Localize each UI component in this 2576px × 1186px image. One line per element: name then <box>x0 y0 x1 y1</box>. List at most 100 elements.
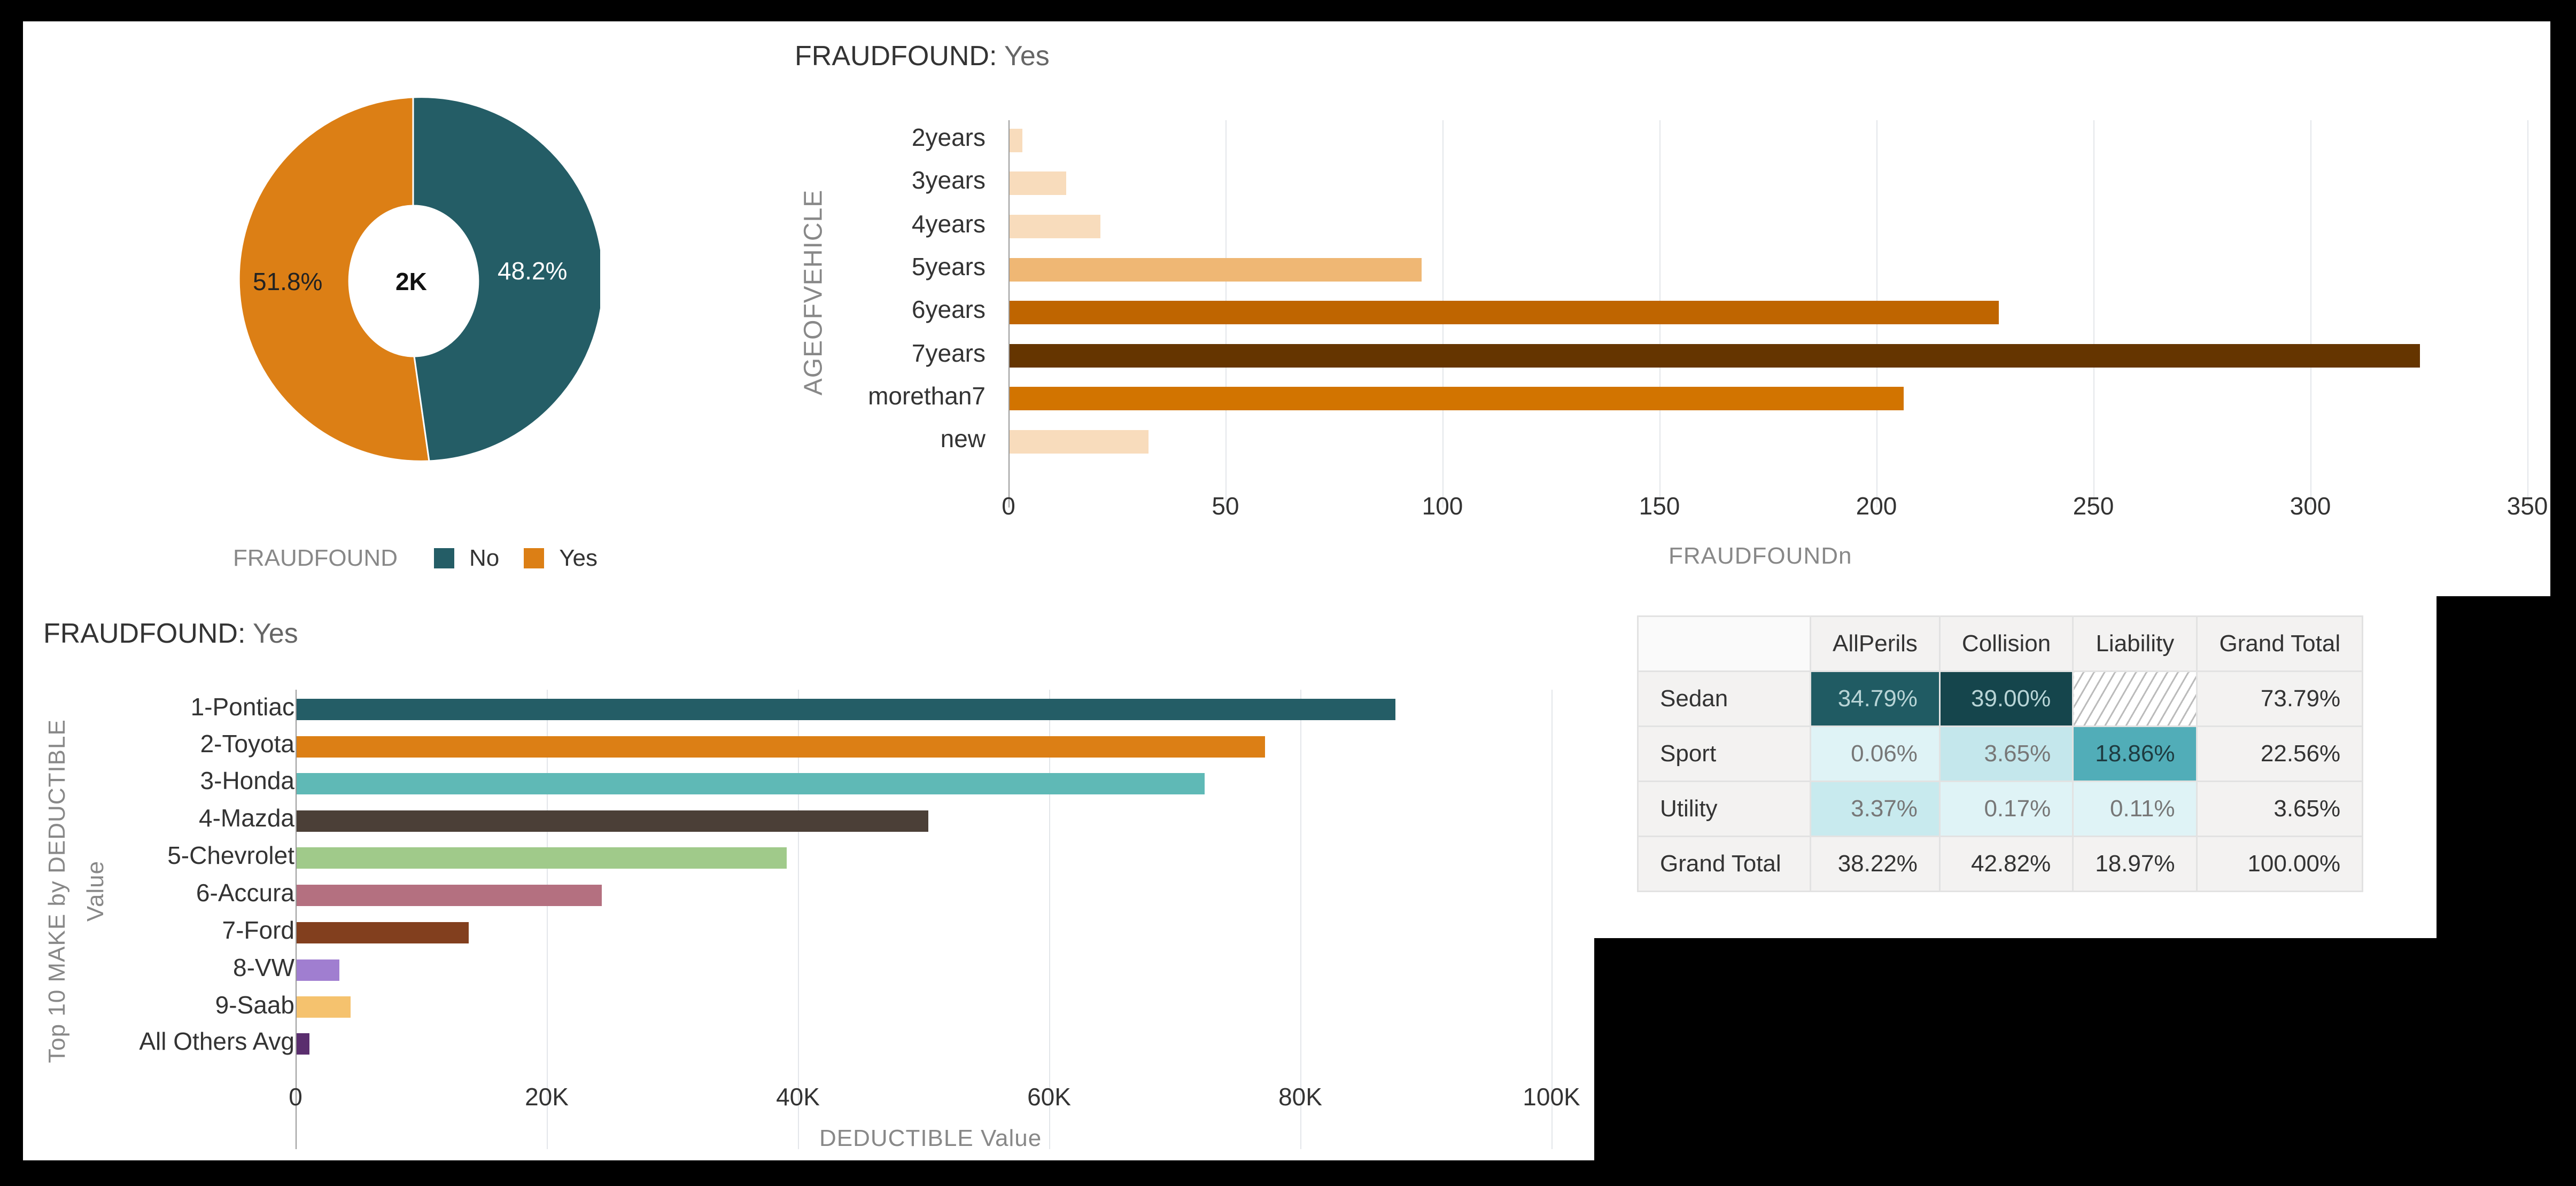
x-tick: 20K <box>525 1083 569 1111</box>
chart-filter-title: FRAUDFOUND: Yes <box>43 618 298 650</box>
pivot-cell[interactable]: 39.00% <box>1938 670 2074 727</box>
pivot-corner <box>1637 615 1811 672</box>
bar-pontiac[interactable] <box>297 699 1395 720</box>
pivot-cell[interactable]: 18.97% <box>2072 836 2198 892</box>
pivot-cell[interactable]: 3.37% <box>1810 781 1941 837</box>
col-header[interactable]: Collision <box>1938 615 2074 672</box>
gridline <box>2093 120 2094 508</box>
col-header[interactable]: AllPerils <box>1810 615 1941 672</box>
bar-5years[interactable] <box>1010 258 1422 282</box>
legend-label-no[interactable]: No <box>469 545 500 571</box>
bar-saab[interactable] <box>297 996 351 1018</box>
x-axis-title: DEDUCTIBLE Value <box>819 1125 1042 1151</box>
category-label: 7years <box>911 339 986 367</box>
legend-swatch-yes[interactable] <box>524 548 545 568</box>
category-label: 2-Toyota <box>200 730 294 758</box>
gridline <box>1300 690 1301 1149</box>
legend-title: FRAUDFOUND <box>233 545 398 571</box>
x-tick: 0 <box>289 1083 302 1111</box>
bar-3years[interactable] <box>1010 171 1066 195</box>
pivot-table: AllPerils Collision Liability Grand Tota… <box>1637 615 2364 892</box>
pivot-cell[interactable]: 3.65% <box>2196 781 2364 837</box>
slice-label-yes: 51.8% <box>253 268 323 295</box>
filter-key: FRAUDFOUND: <box>795 41 997 72</box>
category-label: 4-Mazda <box>199 804 294 832</box>
x-axis-title: FRAUDFOUNDn <box>1669 543 1852 569</box>
bar-chevrolet[interactable] <box>297 847 787 869</box>
donut-slice-no[interactable] <box>412 96 600 462</box>
donut-center-label: 2K <box>395 268 427 295</box>
x-tick: 350 <box>2507 492 2548 520</box>
bar-ford[interactable] <box>297 922 469 943</box>
pivot-header-row: AllPerils Collision Liability Grand Tota… <box>1637 615 2364 672</box>
donut-legend: FRAUDFOUND No Yes <box>233 545 598 572</box>
col-header[interactable]: Grand Total <box>2196 615 2364 672</box>
chart-filter-title: FRAUDFOUND: Yes <box>795 40 1050 72</box>
category-label: 6-Accura <box>196 879 294 907</box>
pivot-cell[interactable]: 18.86% <box>2072 725 2198 782</box>
pivot-row: Sport 0.06% 3.65% 18.86% 22.56% <box>1637 725 2364 782</box>
gridline <box>1049 690 1050 1149</box>
pivot-cell[interactable]: 42.82% <box>1938 836 2074 892</box>
category-label: 3years <box>911 166 986 194</box>
bar-4years[interactable] <box>1010 215 1100 238</box>
row-header[interactable]: Sedan <box>1637 670 1811 727</box>
pivot-cell[interactable]: 100.00% <box>2196 836 2364 892</box>
category-label: 2years <box>911 123 986 151</box>
pivot-row: Utility 3.37% 0.17% 0.11% 3.65% <box>1637 781 2364 837</box>
pivot-cell[interactable]: 22.56% <box>2196 725 2364 782</box>
pivot-cell[interactable]: 0.17% <box>1938 781 2074 837</box>
pivot-cell-empty[interactable] <box>2072 670 2198 727</box>
category-label: morethan7 <box>868 382 986 410</box>
legend-label-yes[interactable]: Yes <box>559 545 598 571</box>
filter-value: Yes <box>1004 41 1050 72</box>
donut-slice-yes[interactable] <box>238 96 430 462</box>
gridline <box>547 690 548 1149</box>
legend-swatch-no[interactable] <box>433 548 454 568</box>
slice-label-no: 48.2% <box>498 257 568 285</box>
pivot-cell[interactable]: 73.79% <box>2196 670 2364 727</box>
pivot-cell[interactable]: 0.06% <box>1810 725 1941 782</box>
x-tick: 100 <box>1422 492 1463 520</box>
bar-vw[interactable] <box>297 959 339 981</box>
filter-value: Yes <box>252 618 298 649</box>
bar-2years[interactable] <box>1010 129 1022 152</box>
pivot-cell[interactable]: 34.79% <box>1810 670 1941 727</box>
bar-accura[interactable] <box>297 885 602 906</box>
x-tick: 250 <box>2073 492 2114 520</box>
category-label: 8-VW <box>233 954 294 981</box>
pivot-panel: AllPerils Collision Liability Grand Tota… <box>1594 596 2437 938</box>
pivot-cell[interactable]: 38.22% <box>1810 836 1941 892</box>
pivot-row: Sedan 34.79% 39.00% 73.79% <box>1637 670 2364 727</box>
row-header[interactable]: Grand Total <box>1637 836 1811 892</box>
x-tick: 0 <box>1002 492 1015 520</box>
bar-morethan7[interactable] <box>1010 387 1904 410</box>
gridline <box>2527 120 2528 508</box>
row-header[interactable]: Sport <box>1637 725 1811 782</box>
pivot-total-row: Grand Total 38.22% 42.82% 18.97% 100.00% <box>1637 836 2364 892</box>
pivot-cell[interactable]: 3.65% <box>1938 725 2074 782</box>
bar-6years[interactable] <box>1010 301 1999 324</box>
x-tick: 200 <box>1856 492 1897 520</box>
donut-chart <box>238 96 600 462</box>
gridline <box>1551 690 1553 1149</box>
y-axis-line <box>296 690 297 1149</box>
bar-honda[interactable] <box>297 773 1205 794</box>
pivot-cell[interactable]: 0.11% <box>2072 781 2198 837</box>
bar-mazda[interactable] <box>297 810 928 832</box>
category-label: 4years <box>911 210 986 238</box>
x-tick: 150 <box>1639 492 1680 520</box>
category-label: new <box>940 425 986 452</box>
bar-toyota[interactable] <box>297 736 1265 758</box>
x-tick: 40K <box>776 1083 820 1111</box>
category-label: 5years <box>911 253 986 280</box>
col-header[interactable]: Liability <box>2072 615 2198 672</box>
age-chart-panel: FRAUDFOUND: Yes AGEOFVEHICLE 2years 3yea… <box>765 21 2550 596</box>
category-label: 3-Honda <box>200 767 294 794</box>
bar-all-others-avg[interactable] <box>297 1033 309 1055</box>
row-header[interactable]: Utility <box>1637 781 1811 837</box>
x-tick: 60K <box>1027 1083 1071 1111</box>
bar-new[interactable] <box>1010 430 1149 454</box>
bar-7years[interactable] <box>1010 344 2420 368</box>
category-label: 1-Pontiac <box>190 693 294 721</box>
